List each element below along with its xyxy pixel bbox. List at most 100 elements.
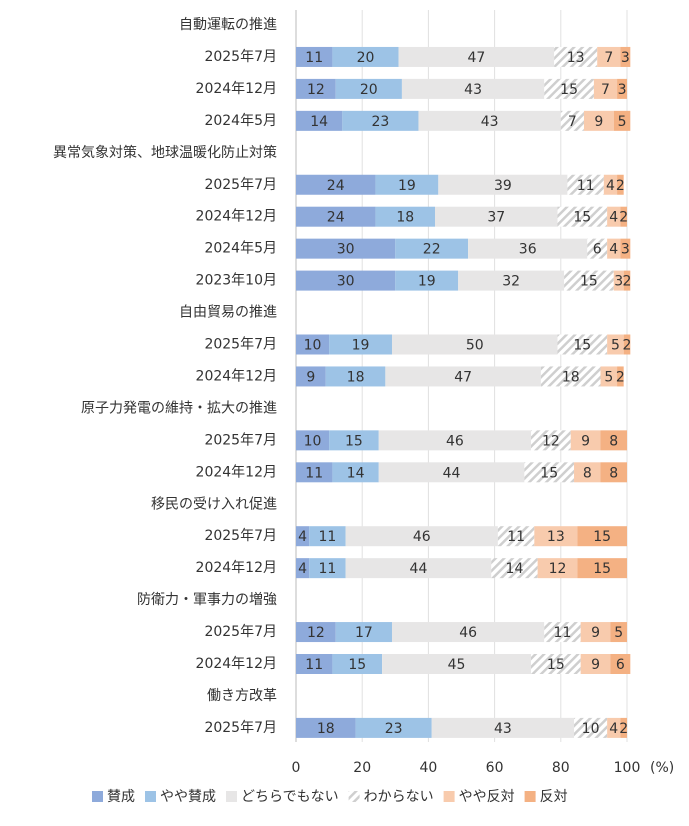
data-label: 10 [582, 721, 600, 737]
data-label: 43 [481, 114, 499, 130]
bar-segment [468, 238, 588, 259]
bar-segment [557, 206, 608, 227]
bar-segment [544, 622, 581, 643]
bar-segment [391, 334, 558, 355]
data-label: 12 [307, 625, 325, 641]
data-label: 9 [591, 657, 600, 673]
bar-segment [534, 526, 578, 547]
bar-segment [296, 654, 333, 674]
data-label: 15 [573, 210, 591, 226]
data-label: 47 [454, 369, 472, 385]
x-tick-label: 40 [419, 760, 437, 776]
bar-segment [597, 46, 621, 67]
bar-segment [620, 717, 627, 738]
data-label: 14 [506, 561, 524, 577]
legend-swatch [92, 791, 103, 802]
data-label: 46 [446, 433, 464, 449]
data-label: 2 [619, 210, 628, 226]
data-label: 9 [581, 433, 590, 449]
bar-segment [395, 238, 469, 259]
data-label: 14 [310, 114, 328, 130]
data-label: 7 [604, 50, 613, 66]
data-label: 4 [606, 178, 615, 194]
data-label: 6 [616, 657, 625, 673]
bar-segment [607, 206, 621, 227]
bar-segment [458, 270, 565, 291]
bar-segment [620, 238, 631, 259]
y-tick-label: 2024年5月 [204, 113, 277, 129]
bar-segment [610, 654, 631, 674]
bar-segment [603, 174, 618, 195]
data-label: 8 [609, 433, 618, 449]
bar-segment [574, 717, 608, 738]
bar-segment [610, 622, 627, 643]
data-label: 14 [347, 465, 365, 481]
x-tick-label: 60 [486, 760, 504, 776]
bar-segment [607, 334, 624, 355]
bar-segment [613, 270, 624, 291]
bar-segment [554, 46, 598, 67]
data-label: 7 [568, 114, 577, 130]
data-label: 19 [398, 178, 416, 194]
bar-segment [375, 206, 436, 227]
data-label: 22 [423, 242, 441, 258]
data-label: 4 [609, 210, 618, 226]
bar-segment [431, 717, 575, 738]
data-label: 12 [549, 561, 567, 577]
bar-segment [617, 366, 624, 387]
x-tick-label: 80 [552, 760, 570, 776]
bar-segment [296, 46, 333, 67]
bar-segment [580, 622, 611, 643]
bar-segment [564, 270, 614, 291]
bar-segment [531, 430, 571, 451]
data-label: 46 [459, 625, 477, 641]
x-axis-unit: (%) [650, 760, 674, 776]
bar-segment [335, 622, 392, 643]
bar-segment [332, 654, 383, 674]
data-label: 7 [601, 82, 610, 98]
data-label: 13 [567, 50, 585, 66]
data-label: 2 [619, 721, 628, 737]
bar-segment [296, 462, 333, 483]
data-label: 9 [594, 114, 603, 130]
bar-segment [342, 110, 419, 131]
data-label: 2 [623, 338, 632, 354]
bar-segment [524, 462, 575, 483]
bar-segment [296, 174, 376, 195]
data-label: 46 [413, 529, 431, 545]
bar-segment [617, 174, 624, 195]
data-label: 23 [371, 114, 389, 130]
y-tick-label: 原子力発電の維持・拡大の推進 [81, 400, 277, 416]
bar-segment [587, 238, 608, 259]
bar-segment [567, 174, 604, 195]
y-tick-label: 2025年7月 [204, 528, 277, 544]
bar-segment [557, 334, 608, 355]
bar-segment [418, 110, 561, 131]
data-label: 5 [604, 369, 613, 385]
bar-segment [577, 526, 627, 547]
bar-segment [620, 46, 631, 67]
bar-segment [296, 430, 330, 451]
data-label: 15 [547, 657, 565, 673]
bar-segment [378, 430, 532, 451]
bar-segment [296, 558, 310, 579]
data-label: 37 [487, 210, 505, 226]
data-label: 50 [466, 338, 484, 354]
x-tick-label: 20 [353, 760, 371, 776]
data-label: 24 [327, 178, 345, 194]
bar-segment [375, 174, 439, 195]
data-label: 36 [519, 242, 537, 258]
bar-segment [332, 462, 379, 483]
bar-segment [600, 366, 618, 387]
y-tick-label: 2025年7月 [204, 49, 277, 65]
bar-segment [593, 78, 618, 99]
bar-segment [296, 78, 336, 99]
bar-segment [355, 717, 432, 738]
data-label: 2 [616, 369, 625, 385]
data-label: 23 [385, 721, 403, 737]
data-label: 11 [305, 50, 323, 66]
data-label: 5 [614, 625, 623, 641]
data-label: 39 [494, 178, 512, 194]
data-label: 12 [307, 82, 325, 98]
